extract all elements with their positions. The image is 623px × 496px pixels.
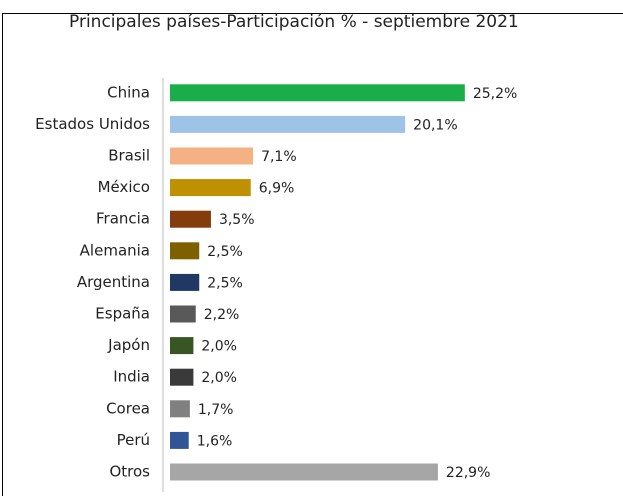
value-label: 1,6% <box>197 433 233 449</box>
bar <box>170 463 438 481</box>
category-label: Brasil <box>108 147 150 165</box>
value-label: 22,9% <box>446 465 490 481</box>
category-label: China <box>107 83 150 101</box>
bar <box>170 147 254 165</box>
value-label: 2,0% <box>201 370 237 386</box>
bar <box>170 431 189 449</box>
value-label: 2,0% <box>201 339 237 355</box>
category-label: Alemania <box>80 241 150 259</box>
value-label: 3,5% <box>219 212 255 228</box>
category-label: India <box>113 368 150 386</box>
value-label: 2,5% <box>207 244 243 260</box>
bar <box>170 273 200 291</box>
bar <box>170 115 406 133</box>
value-label: 1,7% <box>198 402 234 418</box>
value-label: 2,2% <box>204 307 240 323</box>
bar <box>170 242 200 260</box>
category-label: Argentina <box>77 273 150 291</box>
category-label: España <box>95 305 150 323</box>
bar <box>170 368 194 386</box>
chart-title: Principales países-Participación % - sep… <box>69 12 519 32</box>
frame <box>2 13 623 496</box>
category-label: Japón <box>107 336 150 354</box>
value-label: 7,1% <box>261 149 297 165</box>
category-label: Otros <box>109 463 150 481</box>
value-label: 6,9% <box>259 181 295 197</box>
category-label: Perú <box>117 431 150 449</box>
category-label: Francia <box>96 210 150 228</box>
bar <box>170 84 465 102</box>
value-label: 25,2% <box>473 86 517 102</box>
bar <box>170 210 211 228</box>
value-label: 2,5% <box>207 275 243 291</box>
category-label: Estados Unidos <box>35 115 150 133</box>
category-label: México <box>98 178 150 196</box>
bar <box>170 179 251 197</box>
bar <box>170 400 190 418</box>
category-label: Corea <box>106 399 150 417</box>
value-label: 20,1% <box>413 117 457 133</box>
bar <box>170 305 196 323</box>
bar <box>170 337 194 355</box>
